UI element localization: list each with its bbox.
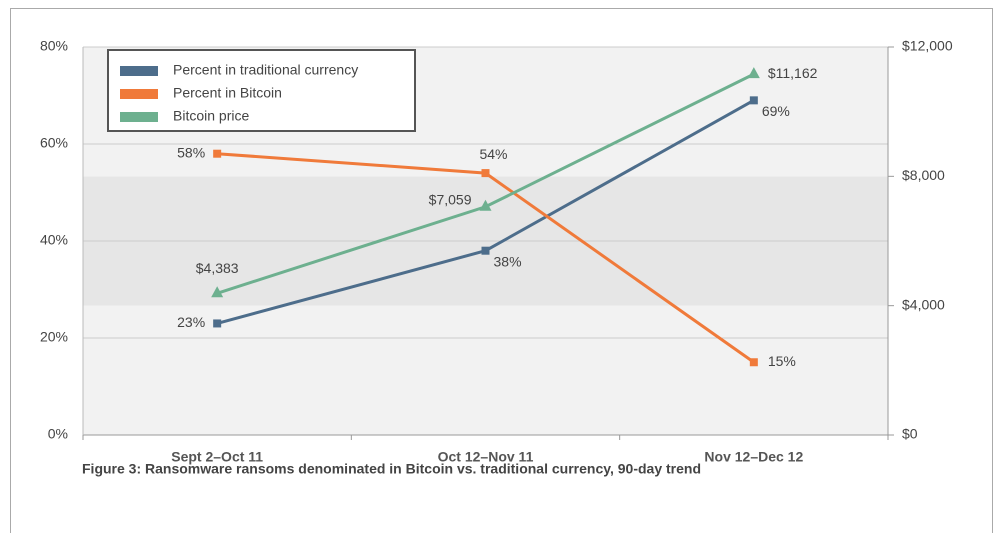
marker	[747, 67, 760, 79]
y-tick-label: 0%	[48, 426, 68, 442]
legend-label: Bitcoin price	[173, 108, 249, 124]
caption: Figure 3: Ransomware ransoms denominated…	[82, 461, 701, 477]
y-tick-label: 80%	[40, 38, 68, 54]
y-tick-label: 20%	[40, 329, 68, 345]
marker	[481, 246, 490, 255]
value-label: $7,059	[429, 191, 472, 207]
legend	[107, 49, 416, 132]
value-label: 58%	[177, 144, 205, 160]
x-tick-label: Nov 12–Dec 12	[704, 449, 803, 465]
legend-swatch	[120, 112, 158, 122]
value-label: 69%	[762, 103, 790, 119]
y2-tick-label: $8,000	[902, 167, 945, 183]
marker	[213, 319, 222, 328]
y2-tick-label: $0	[902, 426, 918, 442]
y2-tick-label: $12,000	[902, 38, 953, 54]
y2-tick-label: $4,000	[902, 296, 945, 312]
value-label: $11,162	[768, 65, 818, 81]
legend-label: Percent in traditional currency	[173, 62, 358, 78]
legend-swatch	[120, 89, 158, 99]
value-label: 15%	[768, 353, 796, 369]
marker	[211, 286, 224, 298]
marker	[749, 358, 758, 367]
x-tick-label: Oct 12–Nov 11	[438, 449, 534, 465]
value-label: 54%	[479, 146, 507, 162]
y-tick-label: 60%	[40, 135, 68, 151]
y-tick-label: 40%	[40, 232, 68, 248]
legend-swatch	[120, 66, 158, 76]
marker	[481, 169, 490, 178]
x-tick-label: Sept 2–Oct 11	[171, 449, 263, 465]
value-label: $4,383	[196, 260, 239, 276]
marker	[749, 96, 758, 105]
value-label: 23%	[177, 314, 205, 330]
value-label: 38%	[494, 253, 522, 269]
marker	[213, 149, 222, 158]
frame	[10, 8, 993, 533]
legend-label: Percent in Bitcoin	[173, 85, 282, 101]
marker	[479, 199, 492, 211]
